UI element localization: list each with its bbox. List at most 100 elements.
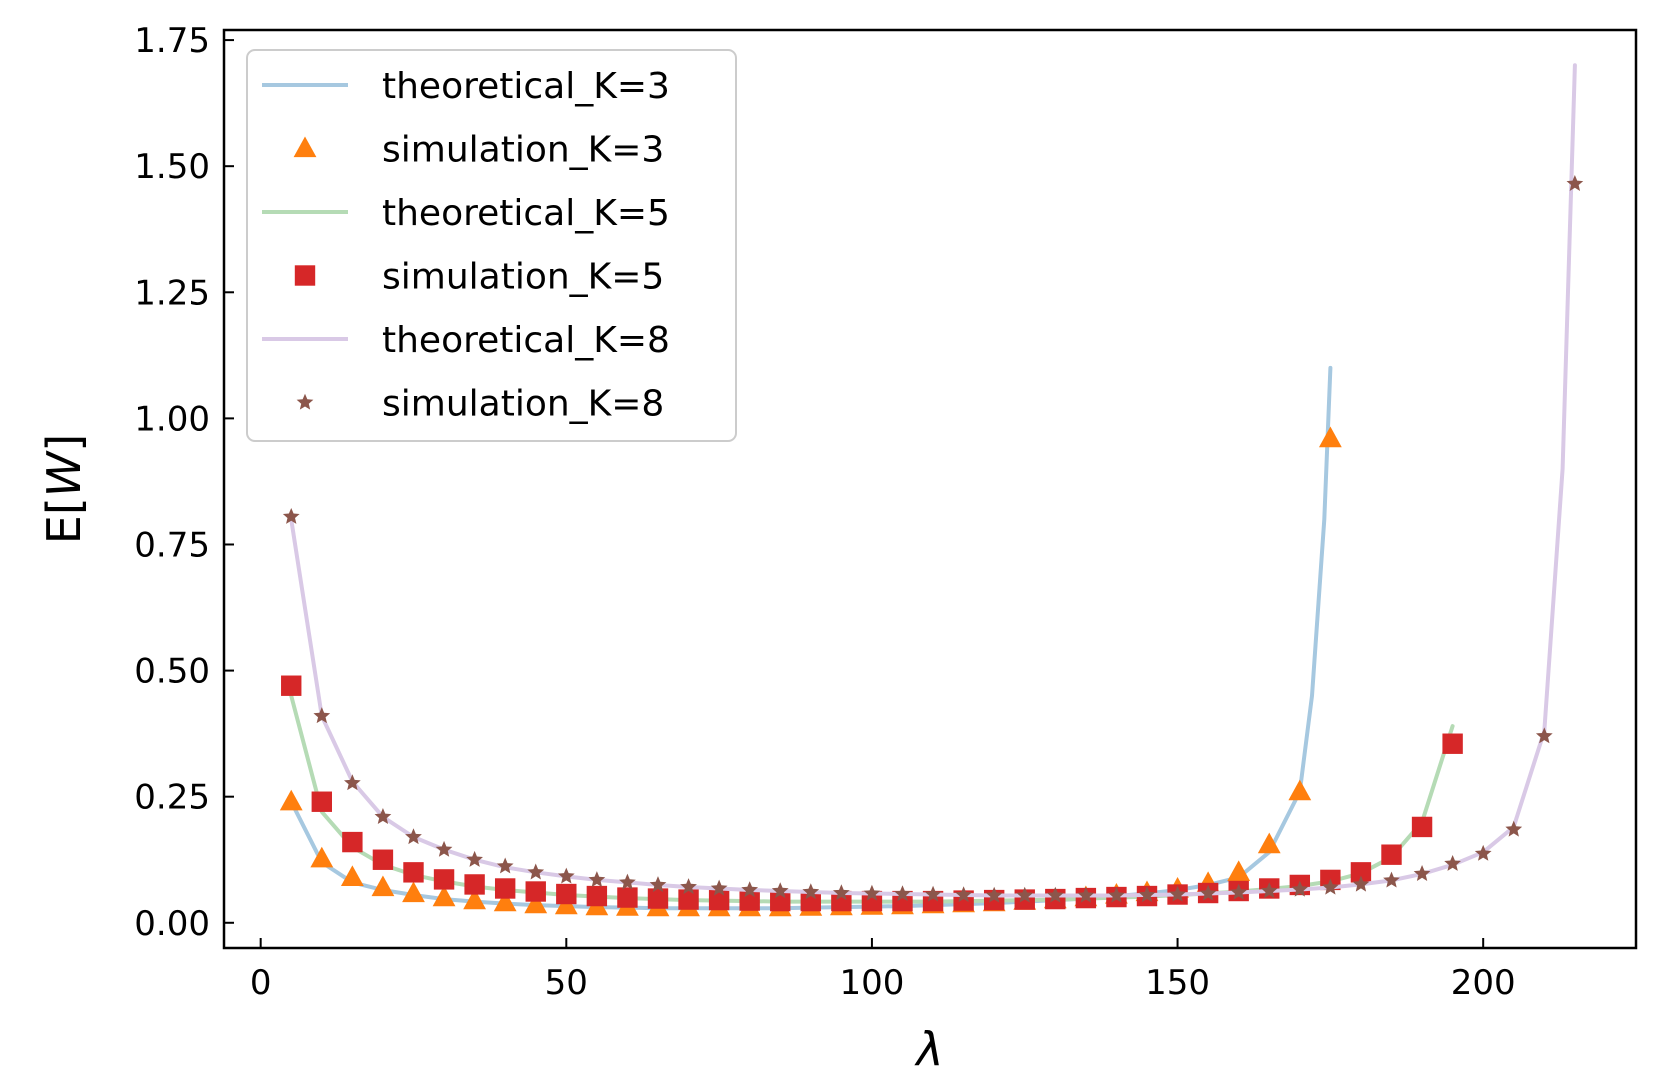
series-simulation-k-5-point bbox=[617, 887, 638, 908]
series-simulation-k-8-point bbox=[1230, 883, 1248, 900]
series-simulation-k-5-point bbox=[1350, 862, 1372, 883]
y-tick-label: 1.50 bbox=[134, 147, 210, 187]
series-simulation-k-5-point bbox=[1381, 844, 1402, 865]
legend-item-theoretical-k-3-label: theoretical_K=3 bbox=[382, 66, 670, 107]
series-simulation-k-3-point bbox=[463, 888, 487, 910]
legend-item-theoretical-k-5-label: theoretical_K=5 bbox=[382, 193, 670, 234]
series-simulation-k-8-point bbox=[680, 878, 697, 895]
legend-item-simulation-k-3-swatch bbox=[293, 136, 317, 158]
series-simulation-k-8-point bbox=[1505, 820, 1523, 837]
series-simulation-k-5-point bbox=[800, 890, 822, 912]
series-simulation-k-8-point bbox=[955, 886, 972, 903]
series-simulation-k-8-point bbox=[527, 863, 545, 880]
x-tick-label: 50 bbox=[545, 963, 588, 1003]
series-simulation-k-3-point bbox=[310, 846, 334, 868]
series-simulation-k-5-point bbox=[861, 890, 883, 912]
series-simulation-k-8-point bbox=[1077, 886, 1095, 903]
series-simulation-k-5-point bbox=[311, 791, 333, 812]
y-axis-label: E[W] bbox=[37, 434, 91, 544]
legend-item-simulation-k-5-label: simulation_K=5 bbox=[382, 257, 664, 298]
series-simulation-k-5-point bbox=[494, 878, 516, 899]
series-simulation-k-8-point bbox=[1108, 886, 1125, 903]
series-simulation-k-8-point bbox=[1138, 886, 1156, 903]
series-simulation-k-5-point bbox=[831, 890, 852, 912]
series-simulation-k-3-point bbox=[1257, 832, 1281, 854]
series-simulation-k-5-point bbox=[586, 885, 608, 907]
series-layer bbox=[279, 63, 1584, 917]
series-simulation-k-8-point bbox=[1566, 175, 1584, 191]
series-simulation-k-5-point bbox=[739, 890, 760, 911]
series-simulation-k-3-point bbox=[371, 875, 395, 897]
series-simulation-k-5-point bbox=[1411, 816, 1433, 838]
x-axis-label: λ bbox=[913, 1022, 943, 1076]
legend-item-theoretical-k-8-label: theoretical_K=8 bbox=[382, 320, 670, 361]
ticks-layer: 0 50 100 150 200 0.00 0.25 0.50 0.75 1.00 1.25 1.50… bbox=[134, 21, 1515, 1003]
series-simulation-k-8-point bbox=[710, 879, 728, 896]
legend: theoretical_K=3 simulation_K=3 theoretical… bbox=[246, 49, 737, 442]
series-simulation-k-8-point bbox=[588, 871, 606, 888]
series-simulation-k-8-point bbox=[1383, 871, 1400, 888]
series-simulation-k-5-point bbox=[1442, 733, 1463, 754]
y-tick-label: 1.00 bbox=[134, 399, 210, 439]
series-simulation-k-5-point bbox=[556, 883, 577, 905]
series-simulation-k-8-point bbox=[496, 857, 514, 874]
series-simulation-k-3-point bbox=[402, 881, 425, 903]
series-simulation-k-8-point bbox=[802, 883, 820, 900]
x-tick-label: 200 bbox=[1451, 963, 1516, 1003]
series-simulation-k-8-point bbox=[1169, 885, 1186, 902]
series-simulation-k-8-point bbox=[833, 884, 850, 901]
series-simulation-k-8-point bbox=[924, 885, 942, 902]
legend-box bbox=[246, 49, 737, 442]
series-simulation-k-8-point bbox=[863, 884, 881, 901]
series-simulation-k-5-point bbox=[678, 889, 699, 910]
series-simulation-k-3-point bbox=[279, 789, 303, 811]
y-tick-label: 0.00 bbox=[134, 904, 210, 944]
series-simulation-k-5-point bbox=[433, 869, 455, 890]
series-simulation-k-8-point bbox=[771, 882, 789, 899]
y-tick-label: 0.50 bbox=[134, 652, 210, 692]
legend-items: theoretical_K=3 simulation_K=3 theoretical… bbox=[262, 66, 670, 425]
y-axis-label-prefix: E[ bbox=[37, 497, 91, 544]
series-simulation-k-8-point bbox=[1291, 880, 1309, 897]
series-simulation-k-8-point bbox=[405, 828, 422, 845]
series-simulation-k-8-point bbox=[557, 867, 575, 884]
series-simulation-k-8-point bbox=[1535, 727, 1553, 744]
series-simulation-k-8-point bbox=[1322, 878, 1339, 895]
series-simulation-k-8-point bbox=[1016, 886, 1034, 903]
series-simulation-k-8-point bbox=[466, 850, 483, 867]
series-simulation-k-3-point bbox=[340, 865, 364, 887]
series-simulation-k-5-point bbox=[770, 890, 791, 912]
y-tick-label: 0.25 bbox=[134, 778, 210, 818]
series-simulation-k-3-point bbox=[524, 892, 548, 914]
series-simulation-k-8-point bbox=[343, 774, 361, 791]
plot-frame bbox=[222, 28, 1638, 950]
legend-item-simulation-k-5-swatch bbox=[294, 265, 316, 286]
series-simulation-k-8-point bbox=[435, 840, 453, 857]
series-simulation-k-8-point bbox=[1444, 854, 1461, 871]
series-simulation-k-5-point bbox=[464, 874, 485, 895]
series-simulation-k-3-point bbox=[432, 885, 456, 907]
series-simulation-k-8-point bbox=[1352, 875, 1370, 892]
series-simulation-k-8-point bbox=[313, 707, 331, 724]
series-simulation-k-8-point bbox=[1474, 844, 1492, 861]
series-simulation-k-3-point bbox=[493, 890, 517, 912]
series-simulation-k-5-point bbox=[342, 831, 363, 853]
series-simulation-k-8-point bbox=[649, 876, 667, 893]
series-simulation-k-8-point bbox=[1260, 882, 1278, 899]
series-simulation-k-8-point bbox=[894, 885, 911, 902]
series-simulation-k-5-point bbox=[525, 881, 546, 902]
series-theoretical-k-8-line bbox=[289, 63, 1577, 898]
series-simulation-k-5-point bbox=[403, 862, 424, 883]
x-tick-label: 150 bbox=[1145, 963, 1210, 1003]
y-tick-label: 1.25 bbox=[134, 273, 210, 313]
series-simulation-k-5-point bbox=[647, 888, 669, 909]
legend-item-simulation-k-3-label: simulation_K=3 bbox=[382, 130, 664, 171]
series-simulation-k-8-point bbox=[1046, 886, 1064, 903]
y-tick-label: 1.75 bbox=[134, 21, 210, 61]
series-simulation-k-5-point bbox=[281, 675, 302, 696]
series-simulation-k-8-point bbox=[741, 881, 759, 898]
series-simulation-k-8-point bbox=[619, 873, 636, 890]
series-simulation-k-8-point bbox=[985, 886, 1003, 903]
series-simulation-k-3-point bbox=[1227, 860, 1251, 881]
